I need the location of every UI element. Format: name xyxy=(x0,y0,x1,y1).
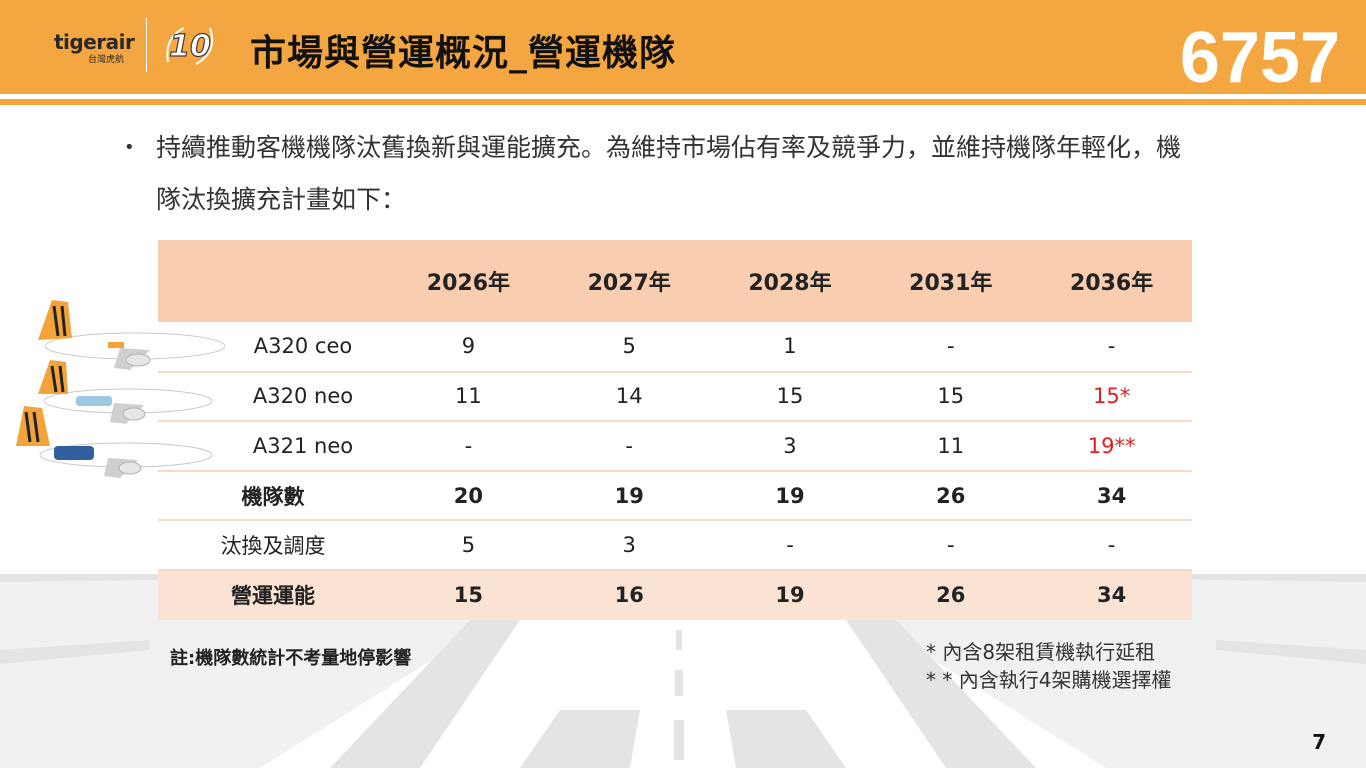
aircraft-illustrations xyxy=(16,300,225,478)
table-cell: 26 xyxy=(936,583,966,608)
table-cell: 19 xyxy=(709,470,871,522)
runway-background xyxy=(0,574,1366,768)
header-rule-lower xyxy=(0,99,1366,105)
page-title: 市場與營運概況_營運機隊 xyxy=(250,33,677,74)
logo-text: tigerair xyxy=(54,30,135,54)
table-cell: - xyxy=(870,322,1032,373)
table-cell: 34 xyxy=(1096,583,1127,608)
table-cell: - xyxy=(1031,322,1192,373)
table-header-cell: 2028年 xyxy=(748,271,832,296)
table-cell: - xyxy=(388,421,549,472)
row-label: A321 neo xyxy=(158,421,388,472)
row-label: A320 neo xyxy=(158,371,388,423)
table-cell: 16 xyxy=(614,583,644,608)
footnote-right: * 內含8架租賃機執行延租 * * 內含執行4架購機選擇權 xyxy=(926,638,1171,694)
table-cell: 19 xyxy=(775,583,805,608)
footnote-line-1: * 內含8架租賃機執行延租 xyxy=(926,640,1156,664)
stock-ticker: 6757 xyxy=(1179,18,1340,98)
footnote-left: 註:機隊數統計不考量地停影響 xyxy=(170,648,412,669)
table-cell: 9 xyxy=(388,322,549,373)
table-cell: 19 xyxy=(548,470,710,522)
table-cell-highlight: 15* xyxy=(1031,371,1192,423)
table-cell: 34 xyxy=(1031,470,1192,522)
table-header-cell: 2027年 xyxy=(587,271,671,296)
table-cell: 11 xyxy=(388,371,549,423)
table-cell: 5 xyxy=(548,322,710,373)
a321neo-plane-icon xyxy=(16,406,213,478)
footnote-line-2: * * 內含執行4架購機選擇權 xyxy=(926,668,1172,692)
intro-text: 持續推動客機機隊汰舊換新與運能擴充。為維持市場佔有率及競爭力，並維持機隊年輕化，… xyxy=(156,133,1182,214)
table-cell: 15 xyxy=(870,371,1032,423)
table-row-a321neo: A321 neo - - 3 11 19** xyxy=(158,421,1192,472)
header-rule xyxy=(0,94,1366,97)
row-label: 機隊數 xyxy=(158,470,388,522)
table-cell: - xyxy=(1031,520,1192,571)
table-row-retirement: 汰換及調度 5 3 - - - xyxy=(158,520,1192,571)
anniversary-badge: 10 xyxy=(166,27,214,65)
table-header-cell: 2026年 xyxy=(426,271,511,296)
page-number: 7 xyxy=(1312,730,1326,754)
tigerair-logo: tigerair 台灣虎航 xyxy=(54,30,135,65)
table-header-cell: 2036年 xyxy=(1069,271,1154,296)
row-label: 汰換及調度 xyxy=(158,520,388,571)
table-cell-highlight: 19** xyxy=(1031,421,1192,472)
table-cell: 20 xyxy=(388,470,549,522)
table-row-capacity: 營運運能 15 16 19 26 34 xyxy=(158,569,1192,620)
table-cell: 14 xyxy=(548,371,710,423)
a320neo-plane-icon xyxy=(38,360,213,424)
table-cell: 5 xyxy=(388,520,549,571)
fleet-plan-table: 2026年 2027年 2028年 2031年 2036年 A320 ceo 9… xyxy=(158,240,1192,620)
table-cell: - xyxy=(548,421,710,472)
table-cell: 26 xyxy=(870,470,1032,522)
table-row-a320ceo: A320 ceo 9 5 1 - - xyxy=(158,322,1192,373)
table-cell: 1 xyxy=(709,322,871,373)
table-cell: 11 xyxy=(870,421,1032,472)
table-cell: 15 xyxy=(709,371,871,423)
table-cell: - xyxy=(709,520,871,571)
table-header-cell: 2031年 xyxy=(909,271,993,296)
table-row-fleet-total: 機隊數 20 19 19 26 34 xyxy=(158,470,1192,522)
table-header-row: 2026年 2027年 2028年 2031年 2036年 xyxy=(158,240,1192,322)
table-row-a320neo: A320 neo 11 14 15 15 15* xyxy=(158,371,1192,423)
intro-bullet: • 持續推動客機機隊汰舊換新與運能擴充。為維持市場佔有率及競爭力，並維持機隊年輕… xyxy=(124,122,1204,226)
table-cell: 3 xyxy=(709,421,871,472)
header-band xyxy=(0,0,1366,94)
table-cell: - xyxy=(870,520,1032,571)
table-cell: 15 xyxy=(453,583,484,608)
a320ceo-plane-icon xyxy=(38,300,225,370)
row-label: 營運運能 xyxy=(231,584,315,609)
bullet-dot-icon: • xyxy=(124,137,135,158)
badge-number: 10 xyxy=(169,29,211,64)
logo-divider xyxy=(146,18,147,72)
logo-subtext: 台灣虎航 xyxy=(88,55,125,65)
table-cell: 3 xyxy=(548,520,710,571)
